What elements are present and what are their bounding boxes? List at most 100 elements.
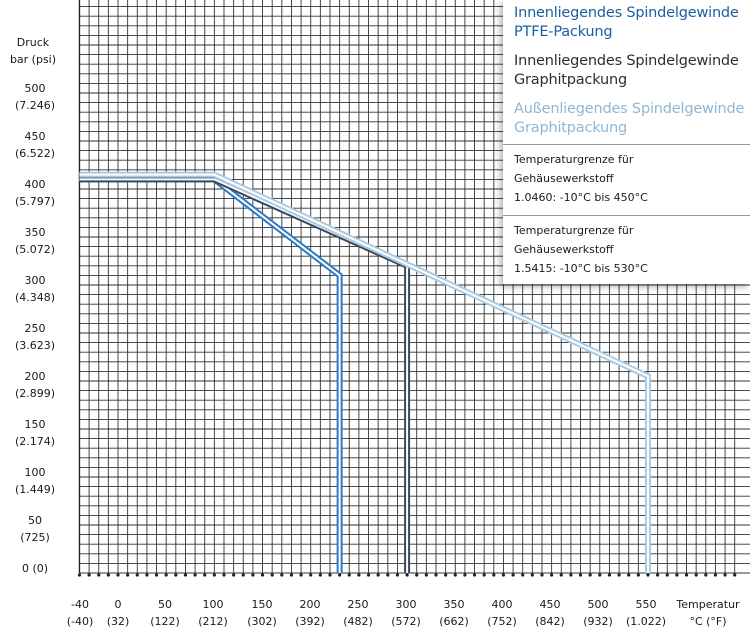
note-line: 1.5415: -10°C bis 530°C xyxy=(514,262,648,275)
x-axis-dot xyxy=(270,573,274,577)
x-axis-dot xyxy=(289,573,294,577)
x-axis-dot xyxy=(424,573,428,577)
x-axis-dot xyxy=(675,573,679,577)
y-tick-sublabel: (7.246) xyxy=(14,99,56,112)
x-axis-dot xyxy=(251,573,255,577)
x-axis-dot xyxy=(415,573,419,577)
x-axis-dot xyxy=(656,573,660,577)
y-tick-label: 500 xyxy=(24,82,46,95)
x-tick-550: 550 (1.022) xyxy=(623,596,669,630)
x-axis-dot xyxy=(569,573,573,577)
x-axis-dot xyxy=(357,573,361,577)
x-axis-dot xyxy=(694,573,698,577)
legend-entry-line: Graphitpackung xyxy=(514,120,627,136)
x-tick-sublabel: (1.022) xyxy=(625,615,667,628)
x-tick-label: 100 xyxy=(202,598,224,611)
x-axis-dot xyxy=(444,573,448,577)
x-tick-label: 550 xyxy=(635,598,657,611)
y-tick-label: 400 xyxy=(24,178,46,191)
x-axis-dot xyxy=(492,573,496,577)
x-axis-dot xyxy=(627,573,631,577)
x-axis-dot xyxy=(126,573,130,577)
y-tick-label: 50 xyxy=(28,514,42,527)
x-tick-350: 350 (662) xyxy=(431,596,477,630)
x-tick-450: 450 (842) xyxy=(527,596,573,630)
legend-entry-line: Graphitpackung xyxy=(514,72,627,88)
note-line: Gehäusewerkstoff xyxy=(514,172,614,185)
temperature-limit-note-1: Temperaturgrenze für Gehäusewerkstoff 1.… xyxy=(503,144,750,215)
x-axis-dot xyxy=(588,573,592,577)
y-tick-350: 350 (5.072) xyxy=(2,224,68,258)
y-tick-label: 300 xyxy=(24,274,46,287)
x-axis-dot xyxy=(713,573,718,577)
y-tick-450: 450 (6.522) xyxy=(2,128,68,162)
legend-entry-graphite-inner: Innenliegendes Spindelgewinde Graphitpac… xyxy=(503,48,750,96)
x-axis-dot xyxy=(704,573,708,577)
x-axis-dot xyxy=(607,573,612,577)
y-tick-0: 0 (0) xyxy=(2,560,68,577)
y-tick-label: 450 xyxy=(24,130,46,143)
x-axis-title-line2: °C (°F) xyxy=(689,615,727,628)
x-tick-label: -40 xyxy=(71,598,89,611)
x-axis-dot xyxy=(309,573,313,577)
x-tick-minus40: -40 (-40) xyxy=(57,596,103,630)
x-axis-dot xyxy=(260,573,265,577)
x-axis-dot xyxy=(97,573,101,577)
x-axis-dot xyxy=(193,573,197,577)
y-tick-sublabel: (2.899) xyxy=(14,387,56,400)
x-axis-dot xyxy=(212,573,216,577)
x-tick-label: 50 xyxy=(158,598,172,611)
x-axis-dot xyxy=(174,573,178,577)
x-tick-label: 400 xyxy=(491,598,513,611)
x-tick-sublabel: (482) xyxy=(343,615,373,628)
x-axis-dot xyxy=(318,573,322,577)
x-tick-sublabel: (122) xyxy=(150,615,180,628)
x-tick-label: 200 xyxy=(299,598,321,611)
x-axis-dot xyxy=(395,573,400,577)
x-axis-dot xyxy=(501,573,506,577)
y-tick-label: 150 xyxy=(24,418,46,431)
y-tick-sublabel: (1.449) xyxy=(14,483,56,496)
y-tick-label: 100 xyxy=(24,466,46,479)
x-tick-sublabel: (-40) xyxy=(66,615,94,628)
x-tick-label: 150 xyxy=(251,598,273,611)
x-axis-dot xyxy=(434,573,438,577)
x-axis-dot xyxy=(328,573,332,577)
temperature-limit-note-2: Temperaturgrenze für Gehäusewerkstoff 1.… xyxy=(503,215,750,286)
x-axis-dot xyxy=(87,573,91,577)
y-tick-100: 100 (1.449) xyxy=(2,464,68,498)
x-axis-dot xyxy=(530,573,534,577)
y-tick-sublabel: (2.174) xyxy=(14,435,56,448)
note-line: 1.0460: -10°C bis 450°C xyxy=(514,191,648,204)
x-axis-dot xyxy=(405,573,409,577)
note-line: Gehäusewerkstoff xyxy=(514,243,614,256)
x-axis-dot xyxy=(135,573,139,577)
y-tick-50: 50 (725) xyxy=(2,512,68,546)
legend-entry-line: PTFE-Packung xyxy=(514,24,613,40)
y-tick-label: 250 xyxy=(24,322,46,335)
y-tick-sublabel: (5.797) xyxy=(14,195,56,208)
x-axis-dot xyxy=(578,573,583,577)
x-axis-dot xyxy=(550,573,554,577)
legend-entry-line: Innenliegendes Spindelgewinde xyxy=(514,53,739,69)
x-axis-dot xyxy=(280,573,284,577)
x-axis-dot xyxy=(636,573,640,577)
x-tick-sublabel: (842) xyxy=(535,615,565,628)
x-tick-0: 0 (32) xyxy=(95,596,141,630)
x-axis-dot xyxy=(183,573,188,577)
x-axis-dot xyxy=(386,573,390,577)
y-tick-sublabel: (4.348) xyxy=(14,291,56,304)
x-tick-50: 50 (122) xyxy=(142,596,188,630)
y-tick-sublabel: (725) xyxy=(20,531,50,544)
x-axis-dot xyxy=(299,573,303,577)
legend: Innenliegendes Spindelgewinde PTFE-Packu… xyxy=(503,0,750,284)
y-tick-150: 150 (2.174) xyxy=(2,416,68,450)
y-axis-title: Druck bar (psi) xyxy=(8,34,58,68)
series-line-1-core xyxy=(79,178,341,573)
x-axis-dot xyxy=(521,573,525,577)
x-tick-label: 450 xyxy=(539,598,561,611)
x-axis-dot xyxy=(598,573,602,577)
x-axis-dot xyxy=(366,573,371,577)
